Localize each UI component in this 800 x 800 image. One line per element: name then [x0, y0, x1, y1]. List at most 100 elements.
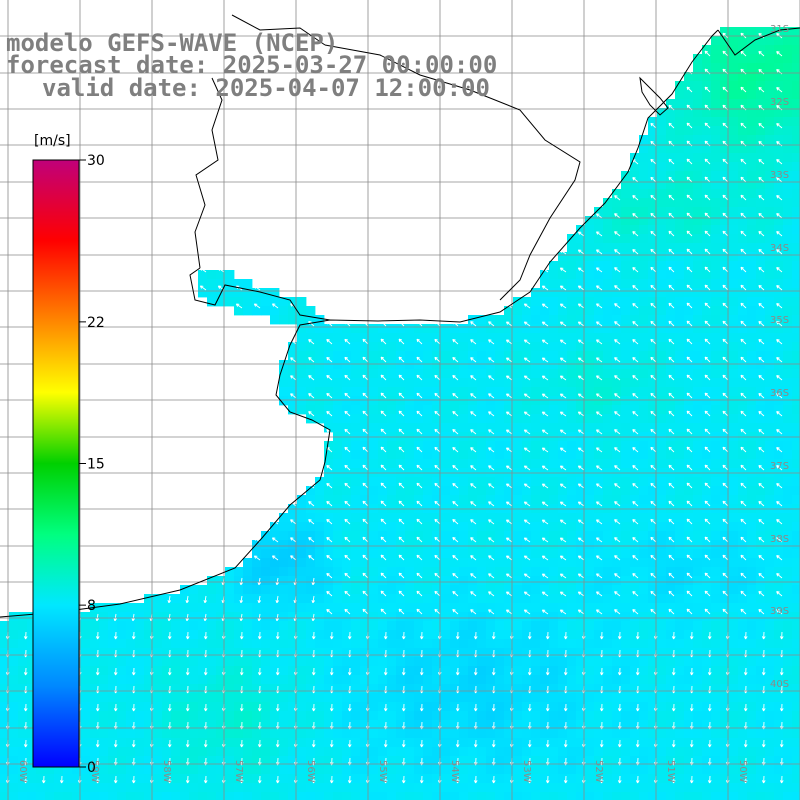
field-cell — [675, 603, 685, 613]
field-cell — [585, 459, 595, 469]
field-cell — [558, 675, 568, 685]
field-cell — [540, 450, 550, 460]
field-cell — [288, 720, 298, 730]
field-cell — [243, 612, 253, 622]
field-cell — [396, 441, 406, 451]
field-cell — [774, 99, 784, 109]
wind-arrow — [758, 266, 765, 273]
wind-arrow — [362, 464, 369, 471]
field-cell — [279, 369, 289, 379]
field-cell — [774, 126, 784, 136]
wind-arrow — [344, 500, 351, 507]
wind-arrow — [686, 518, 693, 525]
field-cell — [666, 396, 676, 406]
field-cell — [387, 531, 397, 541]
field-cell — [396, 351, 406, 361]
wind-arrow — [505, 375, 513, 381]
field-cell — [279, 612, 289, 622]
field-cell — [495, 756, 505, 766]
field-cell — [576, 387, 586, 397]
field-cell — [792, 90, 800, 100]
field-cell — [549, 306, 559, 316]
field-cell — [342, 729, 352, 739]
field-cell — [585, 225, 595, 235]
wind-arrow — [632, 519, 639, 525]
field-cell — [315, 639, 325, 649]
field-cell — [567, 306, 577, 316]
field-cell — [612, 459, 622, 469]
wind-arrow — [326, 536, 333, 543]
field-cell — [477, 342, 487, 352]
field-cell — [414, 567, 424, 577]
field-cell — [558, 720, 568, 730]
field-cell — [648, 486, 658, 496]
field-cell — [252, 549, 262, 559]
field-cell — [27, 693, 37, 703]
field-cell — [765, 639, 775, 649]
field-cell — [540, 756, 550, 766]
field-cell — [693, 324, 703, 334]
field-cell — [603, 198, 613, 208]
field-cell — [729, 180, 739, 190]
field-cell — [270, 603, 280, 613]
field-cell — [423, 711, 433, 721]
field-cell — [612, 720, 622, 730]
field-cell — [396, 423, 406, 433]
field-cell — [513, 783, 523, 793]
field-cell — [216, 675, 226, 685]
field-cell — [315, 576, 325, 586]
field-cell — [414, 684, 424, 694]
field-cell — [720, 459, 730, 469]
field-cell — [765, 99, 775, 109]
field-cell — [666, 441, 676, 451]
field-cell — [747, 261, 757, 271]
field-cell — [684, 414, 694, 424]
field-cell — [621, 324, 631, 334]
field-cell — [387, 441, 397, 451]
field-cell — [342, 441, 352, 451]
field-cell — [630, 711, 640, 721]
field-cell — [702, 189, 712, 199]
field-cell — [648, 225, 658, 235]
field-cell — [603, 270, 613, 280]
field-cell — [675, 423, 685, 433]
field-cell — [324, 657, 334, 667]
field-cell — [738, 684, 748, 694]
field-cell — [369, 513, 379, 523]
field-cell — [738, 288, 748, 298]
field-cell — [261, 756, 271, 766]
field-cell — [648, 765, 658, 775]
field-cell — [684, 693, 694, 703]
field-cell — [648, 657, 658, 667]
field-cell — [504, 450, 514, 460]
field-cell — [711, 414, 721, 424]
field-cell — [783, 756, 793, 766]
field-cell — [549, 585, 559, 595]
field-cell — [405, 639, 415, 649]
wind-arrow — [722, 230, 729, 237]
field-cell — [441, 558, 451, 568]
field-cell — [621, 738, 631, 748]
field-cell — [639, 603, 649, 613]
field-cell — [558, 342, 568, 352]
field-cell — [477, 333, 487, 343]
wind-arrow — [704, 212, 711, 219]
field-cell — [153, 711, 163, 721]
field-cell — [774, 513, 784, 523]
field-cell — [225, 693, 235, 703]
field-cell — [783, 72, 793, 82]
field-cell — [783, 297, 793, 307]
field-cell — [657, 423, 667, 433]
field-cell — [621, 315, 631, 325]
field-cell — [342, 405, 352, 415]
field-cell — [288, 675, 298, 685]
field-cell — [684, 108, 694, 118]
field-cell — [711, 207, 721, 217]
field-cell — [171, 693, 181, 703]
wind-arrow — [650, 428, 657, 435]
field-cell — [792, 693, 800, 703]
field-cell — [360, 324, 370, 334]
field-cell — [288, 702, 298, 712]
field-cell — [702, 621, 712, 631]
field-cell — [306, 414, 316, 424]
